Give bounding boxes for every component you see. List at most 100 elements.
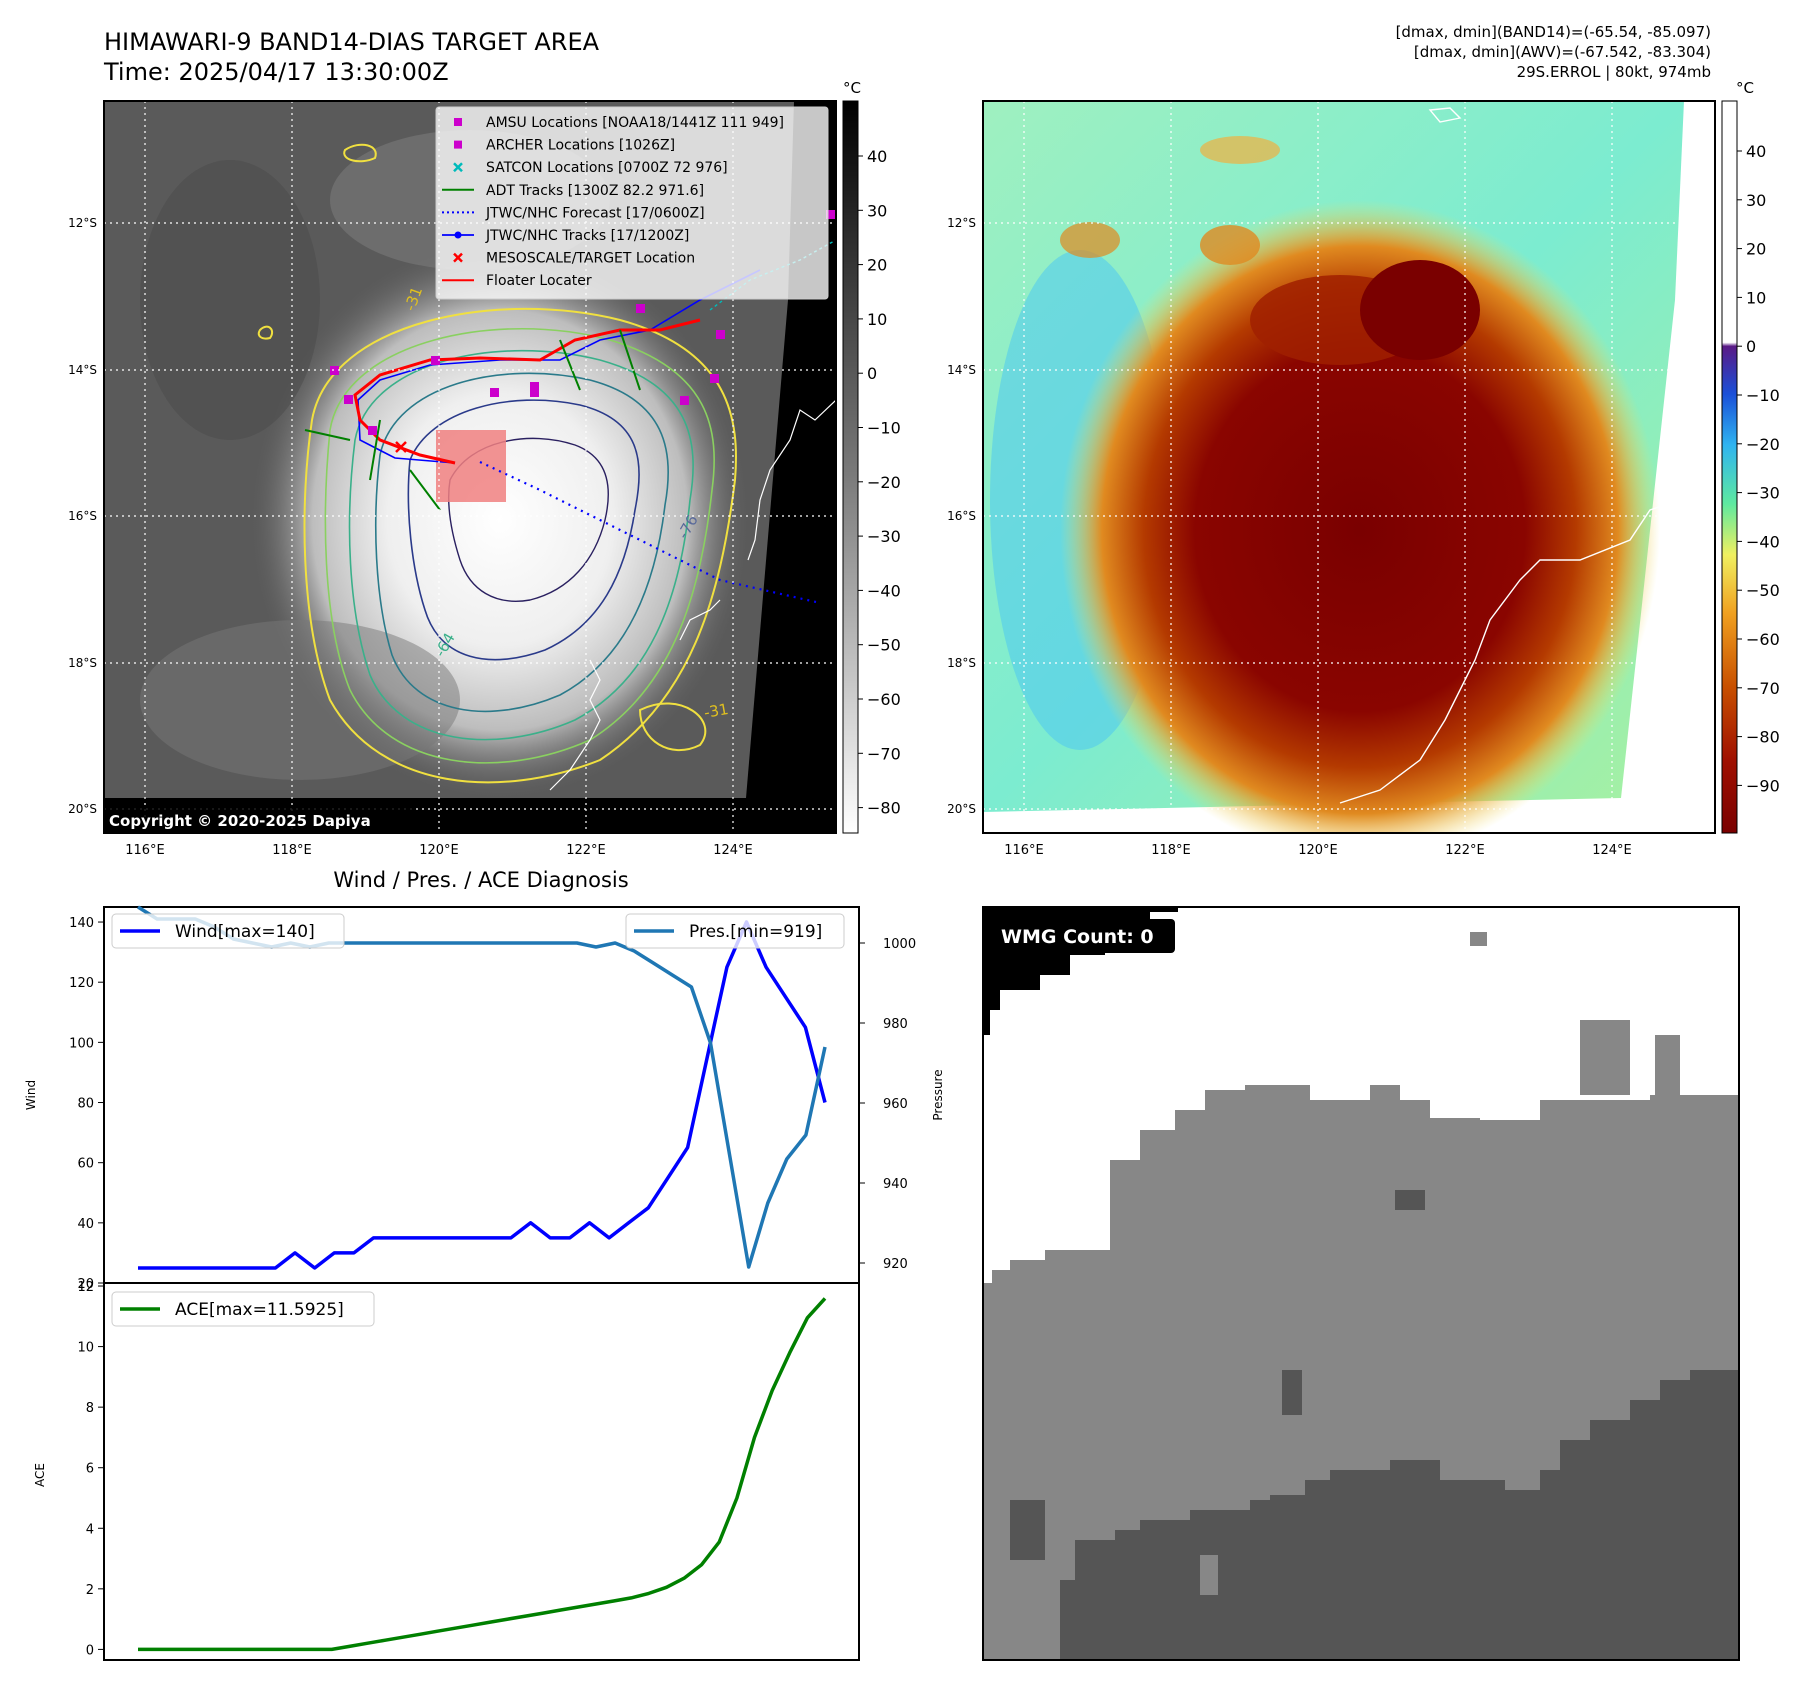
colorbar-tick-label: −40 (1746, 532, 1780, 551)
wind-legend-box (111, 913, 345, 949)
colorbar-tick-label: −20 (867, 473, 901, 492)
legend-label: JTWC/NHC Forecast [17/0600Z] (485, 205, 705, 221)
wind-tick-label: 80 (77, 1097, 94, 1112)
enhanced-colorbar-unit: °C (1736, 79, 1754, 97)
wmg-dark-patch (1282, 1370, 1302, 1415)
lon-tick-label: 122°E (566, 843, 606, 858)
colorbar-tick-label: 30 (1746, 191, 1766, 210)
colorbar-tick-label: −60 (1746, 630, 1780, 649)
figure-title: HIMAWARI-9 BAND14-DIAS TARGET AREA Time:… (104, 27, 599, 87)
contours (257, 143, 738, 784)
ace-tick-label: 2 (86, 1583, 94, 1598)
lat-tick-label: 12°S (947, 216, 976, 230)
colorbar-tick-label: 0 (1746, 337, 1756, 356)
colorbar-tick-label: −40 (867, 581, 901, 600)
copyright-bg (104, 807, 416, 833)
legend-label: MESOSCALE/TARGET Location (486, 251, 695, 267)
ir-colorbar-unit: °C (843, 79, 861, 97)
ace-tick-label: 10 (77, 1341, 94, 1356)
pressure-tick-label: 960 (883, 1097, 908, 1112)
colorbar-tick-label: −20 (1746, 435, 1780, 454)
colorbar-tick-label: −10 (1746, 386, 1780, 405)
wind-legend-label: Wind[max=140] (175, 922, 315, 942)
ace-series-line (138, 1297, 827, 1652)
pressure-tick-label: 1000 (883, 937, 916, 952)
ace-tick-label: 12 (77, 1280, 94, 1295)
wind-axis-label: Wind (24, 1080, 38, 1110)
wmg-medium-patch (1470, 932, 1487, 946)
figure-title-line1: HIMAWARI-9 BAND14-DIAS TARGET AREA (104, 28, 600, 56)
wind-pressure-plot-area (103, 906, 860, 1284)
colorbar-tick-label: 10 (867, 310, 887, 329)
ace-legend-label: ACE[max=11.5925] (175, 1300, 344, 1320)
lat-tick-label: 16°S (947, 509, 976, 523)
ace-tick-label: 8 (86, 1401, 94, 1416)
lat-tick-label: 12°S (68, 216, 97, 230)
target-x-marker (395, 441, 407, 453)
figure-title-line2: Time: 2025/04/17 13:30:00Z (104, 58, 449, 86)
ace-tick-label: 4 (86, 1522, 94, 1537)
colorbar-tick-label: −30 (867, 527, 901, 546)
lon-tick-label: 118°E (272, 843, 312, 858)
colorbar-tick-label: −80 (1746, 728, 1780, 747)
legend-label: JTWC/NHC Tracks [17/1200Z] (485, 228, 689, 244)
legend-label: Floater Locater (486, 273, 592, 289)
lat-tick-label: 20°S (947, 802, 976, 816)
enhanced-colorbar: °C 40 30 20 10 0 −10 −20 −30 −40 −50 −60 −70 −80 −90 (1721, 79, 1780, 834)
lat-tick-label: 18°S (947, 656, 976, 670)
contour-label: -31 (703, 700, 730, 722)
colorbar-tick-label: −70 (1746, 679, 1780, 698)
lon-tick-label: 120°E (419, 843, 459, 858)
colorbar-tick-label: −50 (1746, 581, 1780, 600)
lat-tick-label: 20°S (68, 802, 97, 816)
enhanced-map-panel: 12°S 14°S 16°S 18°S 20°S 116°E 118°E 120°E 122°… (947, 79, 1780, 858)
pressure-tick-label: 980 (883, 1017, 908, 1032)
wmg-count-badge (990, 919, 1175, 953)
wind-pressure-legend: Wind[max=140] Pres.[min=919] (111, 913, 845, 949)
lon-tick-label: 124°E (713, 843, 753, 858)
amsu-archer-markers (330, 210, 835, 435)
pressure-legend-label: Pres.[min=919] (689, 922, 822, 942)
lon-axis-right: 116°E 118°E 120°E 122°E 124°E (1004, 843, 1632, 858)
enhanced-coastline (1339, 107, 1715, 804)
copyright-text: Copyright © 2020-2025 Dapiya (109, 812, 371, 830)
legend-label: AMSU Locations [NOAA18/1441Z 111 949] (486, 115, 784, 131)
wmg-dark-patch (1010, 1500, 1045, 1560)
chart-title: Wind / Pres. / ACE Diagnosis (333, 868, 628, 892)
wmg-medium-patch (1655, 1035, 1680, 1095)
ir-map-panel: -31-76-64-31 Copyright © 2020-2025 Dapiy… (68, 79, 901, 858)
lat-axis-left: 12°S 14°S 16°S 18°S 20°S (68, 216, 97, 816)
info-line3: 29S.ERROL | 80kt, 974mb (1516, 63, 1711, 81)
wmg-panel: WMG Count: 0 (982, 906, 1740, 1661)
figure-info: [dmax, dmin](BAND14)=(-65.54, -85.097) [… (1396, 22, 1711, 82)
colorbar-tick-label: −50 (867, 636, 901, 655)
map-legend: AMSU Locations [NOAA18/1441Z 111 949] ARC… (435, 106, 829, 300)
ace-axes: 0 2 4 6 8 10 12 ACE (33, 1280, 104, 1658)
lon-tick-label: 120°E (1298, 843, 1338, 858)
enhanced-imagery (983, 101, 1715, 833)
ace-plot-area (103, 1282, 860, 1661)
wmg-count-text: WMG Count: 0 (1001, 926, 1154, 948)
target-area-box (436, 430, 506, 502)
legend-box (435, 106, 829, 300)
wind-tick-label: 40 (77, 1217, 94, 1232)
info-line1: [dmax, dmin](BAND14)=(-65.54, -85.097) (1395, 23, 1711, 41)
legend-label: SATCON Locations [0700Z 72 976] (486, 160, 728, 176)
lon-tick-label: 122°E (1445, 843, 1485, 858)
colorbar-tick-label: 40 (1746, 142, 1766, 161)
colorbar-tick-label: 20 (867, 256, 887, 275)
colorbar-tick-label: −70 (867, 744, 901, 763)
ace-legend-box (111, 1291, 375, 1327)
legend-dot (454, 231, 462, 239)
legend-x-stroke (453, 162, 463, 173)
ace-tick-label: 6 (86, 1462, 94, 1477)
ace-tick-label: 0 (86, 1643, 94, 1658)
ir-coastline (549, 399, 836, 791)
lon-tick-label: 124°E (1592, 843, 1632, 858)
lon-axis-left: 116°E 118°E 120°E 122°E 124°E (125, 843, 753, 858)
colorbar-tick-label: 10 (1746, 288, 1766, 307)
colorbar-tick-label: 20 (1746, 240, 1766, 259)
lon-tick-label: 118°E (1151, 843, 1191, 858)
